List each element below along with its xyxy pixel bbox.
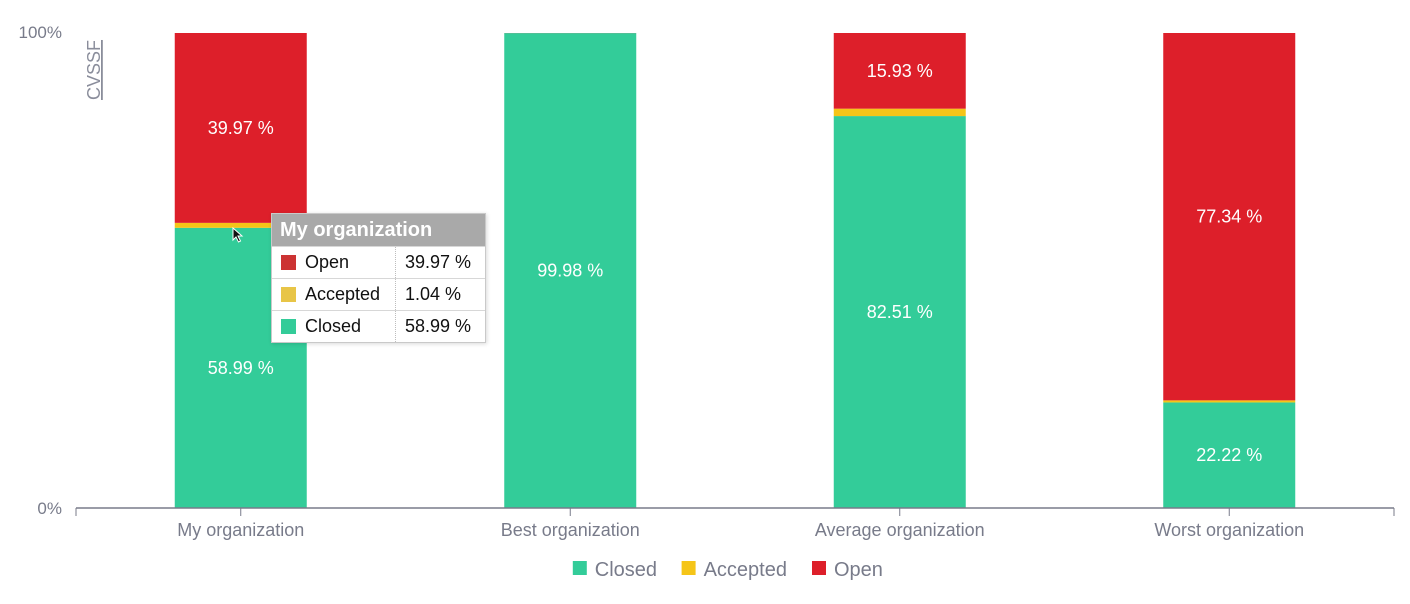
legend-swatch-icon	[812, 561, 826, 575]
tooltip: My organization Open 39.97 % Accepted 1.…	[271, 213, 486, 343]
tooltip-series-name: Closed	[305, 316, 361, 337]
legend-label: Accepted	[704, 559, 787, 581]
closed-swatch-icon	[281, 319, 296, 334]
accepted-swatch-icon	[281, 287, 296, 302]
legend-item-open[interactable]: Open	[812, 559, 883, 581]
tooltip-series-name: Accepted	[305, 284, 380, 305]
y-axis-label[interactable]: CVSSF	[84, 40, 104, 100]
x-tick-label-average-organization: Average organization	[815, 520, 985, 540]
data-label-open-average-organization: 15.93 %	[867, 61, 933, 81]
tooltip-name-cell: Open	[272, 247, 396, 278]
data-label-closed-worst-organization: 22.22 %	[1196, 445, 1262, 465]
legend-swatch-icon	[573, 561, 587, 575]
x-tick-label-my-organization: My organization	[177, 520, 304, 540]
legend-item-closed[interactable]: Closed	[573, 559, 657, 581]
y-tick-100: 100%	[19, 23, 62, 42]
tooltip-row-closed: Closed 58.99 %	[272, 310, 485, 342]
data-label-closed-best-organization: 99.98 %	[537, 261, 603, 281]
x-tick-label-worst-organization: Worst organization	[1154, 520, 1304, 540]
tooltip-name-cell: Closed	[272, 311, 396, 342]
tooltip-row-open: Open 39.97 %	[272, 246, 485, 278]
tooltip-name-cell: Accepted	[272, 279, 396, 310]
x-ticks-layer: My organization Best organization Average …	[76, 508, 1394, 540]
legend-item-accepted[interactable]: Accepted	[682, 559, 787, 581]
data-label-open-my-organization: 39.97 %	[208, 118, 274, 138]
open-swatch-icon	[281, 255, 296, 270]
tooltip-value: 1.04 %	[396, 279, 485, 310]
tooltip-title: My organization	[272, 214, 485, 246]
x-tick-label-best-organization: Best organization	[501, 520, 640, 540]
tooltip-value: 58.99 %	[396, 311, 485, 342]
tooltip-value: 39.97 %	[396, 247, 485, 278]
data-label-closed-my-organization: 58.99 %	[208, 358, 274, 378]
tooltip-series-name: Open	[305, 252, 349, 273]
bar-accepted-average-organization[interactable]	[834, 109, 966, 116]
data-label-closed-average-organization: 82.51 %	[867, 302, 933, 322]
tooltip-row-accepted: Accepted 1.04 %	[272, 278, 485, 310]
y-tick-0: 0%	[37, 499, 62, 518]
legend-swatch-icon	[682, 561, 696, 575]
mouse-pointer-icon	[232, 227, 244, 243]
bar-accepted-worst-organization[interactable]	[1163, 400, 1295, 402]
legend-label: Open	[834, 559, 883, 581]
data-label-open-worst-organization: 77.34 %	[1196, 207, 1262, 227]
legend: Closed Accepted Open	[573, 559, 883, 581]
legend-label: Closed	[595, 559, 657, 581]
